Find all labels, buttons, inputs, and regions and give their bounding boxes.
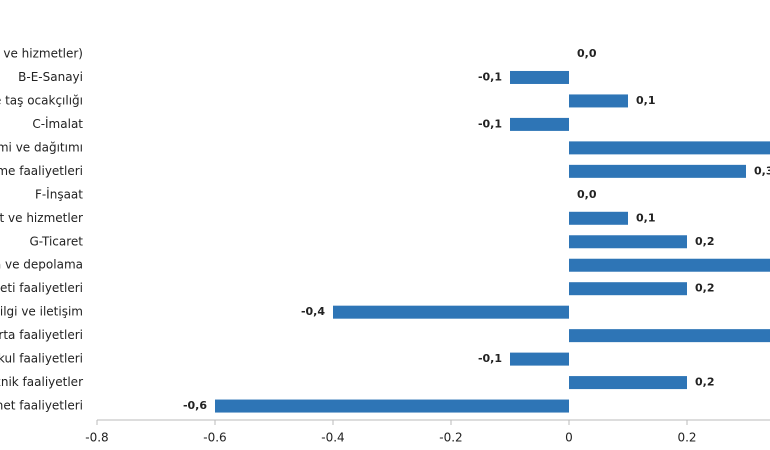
value-label: 0,1: [636, 94, 656, 107]
bar: [569, 164, 746, 178]
bar: [569, 235, 687, 249]
y-tick-label: nkul faaliyetleri: [0, 352, 83, 366]
bar: [569, 258, 770, 272]
bar: [569, 282, 687, 296]
value-label: 0,2: [695, 235, 715, 248]
y-tick-label: Bilgi ve iletişim: [0, 305, 83, 319]
bar: [569, 211, 628, 225]
y-tick-label: a ve depolama: [0, 258, 83, 272]
value-label: 0,0: [577, 188, 597, 201]
x-tick-label: 0: [565, 431, 573, 445]
y-tick-label: G-Ticaret: [29, 234, 83, 248]
value-label: -0,1: [478, 117, 502, 130]
bar: [333, 305, 569, 319]
bar: [569, 141, 770, 155]
value-label: 0,2: [695, 282, 715, 295]
bar: [569, 94, 628, 108]
value-label: 0,2: [695, 376, 715, 389]
y-tick-label: orta faaliyetleri: [0, 328, 83, 342]
y-tick-label: C-İmalat: [32, 116, 83, 131]
bar: [569, 329, 770, 343]
y-tick-label: et ve hizmetler: [0, 211, 83, 225]
y-tick-label: met faaliyetleri: [0, 399, 83, 413]
x-tick-label: -0.2: [439, 431, 462, 445]
y-tick-label: et ve hizmetler): [0, 47, 83, 61]
y-tick-label: F-İnşaat: [35, 186, 83, 201]
value-label: -0,4: [301, 305, 325, 318]
value-label: 0,3: [754, 164, 770, 177]
bar: [569, 376, 687, 390]
x-tick-label: -0.8: [85, 431, 108, 445]
bar: [510, 70, 569, 84]
bar: [215, 399, 569, 413]
value-label: 0,1: [636, 211, 656, 224]
x-tick-label: 0.2: [677, 431, 696, 445]
value-label: 0,0: [577, 47, 597, 60]
y-tick-label: e taş ocakçılığı: [0, 93, 83, 107]
x-tick-label: -0.6: [203, 431, 226, 445]
y-tick-label: knik faaliyetler: [0, 375, 83, 389]
value-label: -0,6: [183, 399, 207, 412]
value-label: -0,1: [478, 70, 502, 83]
y-tick-label: B-E-Sanayi: [18, 70, 83, 84]
x-tick-label: -0.4: [321, 431, 344, 445]
y-tick-label: imi ve dağıtımı: [0, 140, 83, 154]
y-tick-label: neti faaliyetleri: [0, 281, 83, 295]
bar: [510, 352, 569, 366]
value-label: -0,1: [478, 352, 502, 365]
bar: [510, 117, 569, 131]
y-tick-label: rme faaliyetleri: [0, 164, 83, 178]
